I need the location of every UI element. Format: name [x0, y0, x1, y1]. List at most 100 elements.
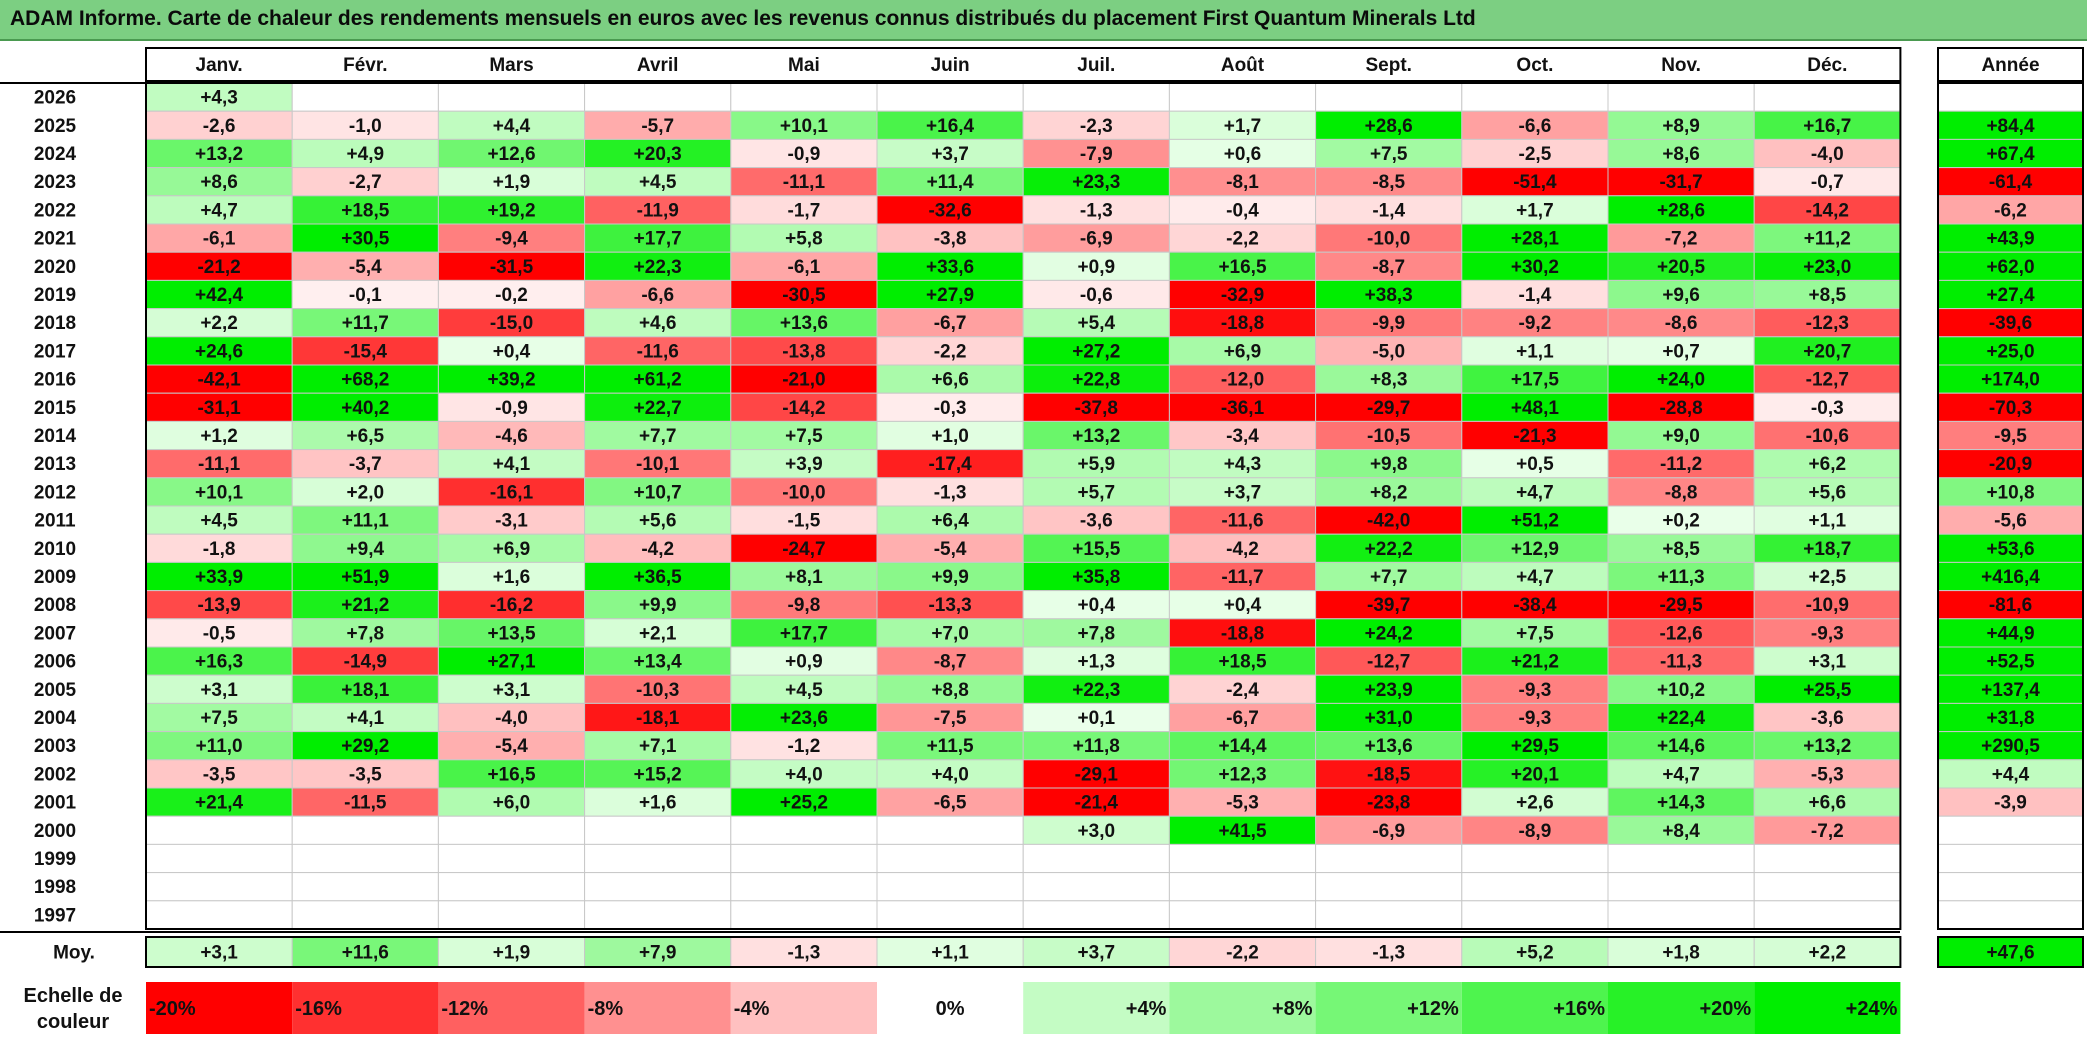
cell-label-2002-11: +4,7: [1662, 764, 1700, 785]
cell-label-2015-11: -28,8: [1659, 398, 1702, 419]
cell-label-2021-2: +30,5: [341, 229, 390, 250]
legend-swatch-11: [1608, 982, 1755, 1034]
legend-swatch-10: [1461, 982, 1608, 1034]
cell-label-2014-11: +9,0: [1662, 426, 1700, 447]
cell-label-2002-12: -5,3: [1811, 764, 1844, 785]
cell-label-2007-6: +7,0: [931, 623, 969, 644]
cell-label-2013-3: +4,1: [493, 454, 531, 475]
cell-label-2017-10: +1,1: [1516, 341, 1554, 362]
cell-label-2002-4: +15,2: [634, 764, 682, 785]
cell-label-2001-5: +25,2: [780, 793, 828, 814]
month-header-4: Avril: [637, 55, 679, 76]
average-label: Moy.: [53, 943, 95, 964]
cell-label-2022-11: +28,6: [1657, 200, 1705, 221]
cell-label-2014-3: -4,6: [495, 426, 528, 447]
cell-label-2024-1: +13,2: [195, 144, 243, 165]
heat-cell-2022-9: [1315, 195, 1463, 225]
heat-cell-2024-12: [1753, 138, 1901, 169]
heat-cell-2009-5: [730, 561, 878, 592]
cell-label-2008-3: -16,2: [490, 595, 533, 616]
cell-label-2008-1: -13,9: [197, 595, 240, 616]
heat-cell-2022-12: [1753, 195, 1901, 225]
heat-cell-2013-1: [145, 449, 293, 479]
cell-label-2017-11: +0,7: [1662, 341, 1700, 362]
year-label-2003: 2003: [34, 736, 76, 757]
heat-cell-2004-12: [1753, 702, 1901, 733]
cell-label-2011-11: +0,2: [1662, 511, 1700, 532]
heat-cell-2015-6: [876, 392, 1024, 422]
cell-label-2019-5: -30,5: [782, 285, 826, 306]
heat-cell-2014-4: [584, 420, 732, 451]
cell-label-2013-7: +5,9: [1078, 454, 1116, 475]
heat-cell-1998-6: [876, 872, 1024, 902]
legend-label-2: -16%: [295, 998, 342, 1020]
cell-label-2007-1: -0,5: [203, 623, 236, 644]
cell-label-2001-7: -21,4: [1075, 793, 1119, 814]
cell-label-2008-11: -29,5: [1659, 595, 1703, 616]
heat-cell-2019-2: [291, 279, 439, 310]
year-label-2015: 2015: [34, 398, 77, 419]
cell-label-2023-11: -31,7: [1659, 172, 1702, 193]
year-label-2011: 2011: [34, 511, 76, 532]
cell-label-2002-2: -3,5: [349, 764, 382, 785]
cell-label-2018-7: +5,4: [1078, 313, 1116, 334]
cell-label-2024-5: -0,9: [788, 144, 821, 165]
month-header-2: Févr.: [343, 55, 387, 76]
cell-label-2017-7: +27,2: [1072, 341, 1120, 362]
cell-label-2010-4: -4,2: [641, 539, 674, 560]
heat-cell-2019-10: [1461, 279, 1609, 310]
heat-cell-2026-7: [1022, 82, 1170, 112]
heat-cell-2000-7: [1022, 815, 1170, 845]
cell-label-2006-8: +18,5: [1218, 652, 1267, 673]
average-cell-label-6: +1,1: [931, 943, 969, 964]
cell-label-2018-2: +11,7: [342, 313, 389, 334]
heat-cell-2002-8: [1168, 759, 1317, 789]
heat-cell-2013-6: [876, 449, 1024, 479]
cell-label-2020-10: +30,2: [1511, 257, 1559, 278]
heat-cell-2009-4: [584, 561, 732, 592]
cell-label-2008-5: -9,8: [788, 595, 821, 616]
cell-label-2006-12: +3,1: [1809, 652, 1847, 673]
cell-label-2009-9: +7,7: [1370, 567, 1408, 588]
legend-label-5: -4%: [734, 998, 770, 1020]
heat-cell-2024-4: [584, 138, 732, 169]
cell-label-2011-1: +4,5: [200, 511, 238, 532]
heat-cell-2018-8: [1168, 308, 1317, 338]
cell-label-2011-6: +6,4: [931, 511, 969, 532]
heat-cell-2026-4: [584, 82, 732, 112]
cell-label-2009-7: +35,8: [1072, 567, 1120, 588]
cell-label-2022-5: -1,7: [788, 200, 821, 221]
annual-label-2004: +31,8: [1986, 708, 2034, 729]
cell-label-2018-9: -9,9: [1372, 313, 1405, 334]
cell-label-2016-8: -12,0: [1221, 370, 1264, 391]
cell-label-2024-3: +12,6: [487, 144, 535, 165]
heat-cell-2005-3: [437, 674, 586, 704]
cell-label-2001-11: +14,3: [1657, 793, 1705, 814]
heat-cell-2011-10: [1461, 505, 1609, 535]
heat-cell-2025-1: [145, 110, 293, 140]
heat-cell-2024-3: [437, 138, 586, 169]
year-label-2020: 2020: [34, 257, 76, 278]
cell-label-2018-11: -8,6: [1665, 313, 1698, 334]
cell-label-2021-1: -6,1: [203, 229, 236, 250]
legend-swatch-8: [1169, 982, 1316, 1034]
heat-cell-2008-4: [584, 590, 732, 620]
cell-label-2011-3: -3,1: [495, 511, 528, 532]
heat-cell-2007-9: [1315, 618, 1463, 648]
heat-cell-2022-4: [584, 195, 732, 225]
year-label-2025: 2025: [34, 116, 77, 137]
heat-cell-2026-12: [1753, 82, 1901, 112]
heat-cell-2016-11: [1607, 364, 1755, 394]
average-cell-4: [584, 936, 732, 968]
heat-cell-2018-3: [437, 308, 586, 338]
cell-label-2016-12: -12,7: [1806, 370, 1849, 391]
cell-label-2005-6: +8,8: [931, 680, 969, 701]
legend-label-3: -12%: [441, 998, 488, 1020]
cell-label-2000-10: -8,9: [1519, 821, 1552, 842]
heat-cell-2023-7: [1022, 167, 1170, 197]
cell-label-2013-1: -11,1: [198, 454, 241, 475]
cell-label-2005-9: +23,9: [1365, 680, 1413, 701]
heat-cell-2021-12: [1753, 223, 1901, 253]
heat-cell-2006-8: [1168, 646, 1317, 676]
legend-swatch-3: [438, 982, 585, 1034]
